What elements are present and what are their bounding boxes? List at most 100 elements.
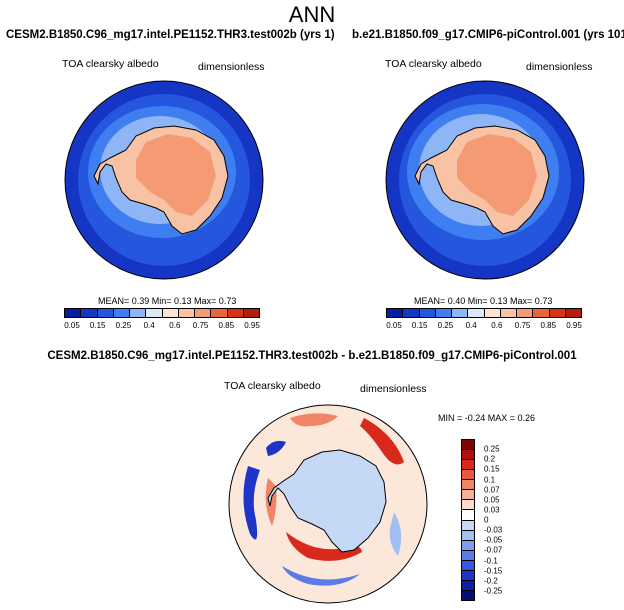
diff-colorbar-tick-label: 0.1 [484,475,496,484]
diff-colorbar-box [462,590,474,600]
right-colorbar-tick-label: 0.75 [514,321,531,330]
left-colorbar-box [97,309,114,317]
right-colorbar-box [565,309,581,317]
diff-colorbar-box [462,450,474,461]
diff-colorbar-tick-label: -0.03 [484,525,503,535]
left-colorbar-box [211,309,228,317]
diff-colorbar-box [462,490,474,501]
right-colorbar-tick-label: 0.6 [491,321,503,330]
diff-colorbar-tick-label: 0 [484,515,489,525]
diff-colorbar-box [462,550,474,561]
diff-colorbar-tick-label: 0.07 [484,485,500,495]
right-colorbar-tick-label: 0.85 [540,321,557,330]
right-colorbar-box [533,309,550,317]
right-colorbar-tick-label: 0.15 [411,321,428,330]
left-map-border [64,80,264,280]
diff-colorbar-box [462,520,474,531]
left-colorbar-box [195,309,212,317]
right-colorbar-tick-label: 0.25 [437,321,454,330]
left-colorbar-box [146,309,163,317]
diff-colorbar-box [462,440,474,451]
diff-negative-anomaly-w [243,466,260,540]
diff-variable-label: TOA clearsky albedo [224,380,321,392]
right-case-title: b.e21.B1850.f09_g17.CMIP6-piControl.001 … [352,29,624,41]
right-colorbar-box [435,309,452,317]
right-map-border [385,80,585,280]
diff-stats: MIN = -0.24 MAX = 0.26 [438,413,536,423]
right-colorbar-box [403,309,420,317]
diff-colorbar-tick-label: -0.1 [484,556,498,565]
diff-colorbar-tick-label: 0.15 [484,464,500,474]
left-variable-label: TOA clearsky albedo [62,58,159,70]
left-colorbar-tick-label: 0.75 [192,321,209,330]
diff-polar-map [228,404,428,604]
left-polar-map [64,80,264,280]
left-case-title: CESM2.B1850.C96_mg17.intel.PE1152.THR3.t… [6,29,335,41]
diff-colorbar-box [462,500,474,511]
left-colorbar-tick-label: 0.05 [64,321,80,330]
right-stats: MEAN= 0.40 Min= 0.13 Max= 0.73 [414,296,553,306]
diff-colorbar-tick-label: 0.25 [484,444,500,454]
left-colorbar-box [162,309,179,317]
left-colorbar-box [65,309,82,317]
diff-colorbar-box [462,570,474,581]
left-plateau [136,134,216,216]
right-colorbar-tick-label: 0.4 [465,321,477,330]
left-colorbar-box [178,309,195,317]
diff-map-border [228,404,428,604]
right-plateau [457,134,537,216]
diff-colorbar-tick-label: 0.05 [484,495,500,505]
diff-negative-anomaly-e [389,512,402,556]
left-colorbar-ticks: 0.05 0.15 0.25 0.4 0.6 0.75 0.85 0.95 [64,321,260,331]
diff-negative-anomaly-s [282,566,360,586]
right-colorbar-box [468,309,485,317]
right-colorbar-box [517,309,534,317]
right-colorbar-tick-label: 0.95 [566,321,582,330]
diff-colorbar-box [462,540,474,551]
left-colorbar-box [113,309,130,317]
right-units-label: dimensionless [526,61,593,73]
left-colorbar-tick-label: 0.25 [115,321,132,330]
diff-colorbar-ticks: 0.25 0.2 0.15 0.1 0.07 0.05 0.03 0 -0.03 -0.05 -0.… [484,439,524,601]
diff-colorbar-tick-label: 0.2 [484,454,496,464]
diff-colorbar-box [462,510,474,521]
diff-antarctica [267,449,387,553]
diff-positive-anomaly-n [290,413,338,427]
right-colorbar-box [484,309,501,317]
diff-positive-anomaly-ross [286,532,362,561]
left-colorbar [64,308,260,318]
diff-colorbar-tick-label: 0.03 [484,505,500,515]
right-colorbar-box [419,309,436,317]
left-stats: MEAN= 0.39 Min= 0.13 Max= 0.73 [98,296,237,306]
diff-negative-anomaly-nw [266,440,286,456]
diff-colorbar [461,439,475,601]
diff-colorbar-box [462,460,474,471]
diff-colorbar-tick-label: -0.05 [484,535,503,545]
left-colorbar-box [243,309,259,317]
diff-units-label: dimensionless [360,383,427,395]
right-polar-map [385,80,585,280]
left-colorbar-tick-label: 0.85 [218,321,235,330]
left-colorbar-box [227,309,244,317]
left-colorbar-box [81,309,98,317]
diff-colorbar-box [462,530,474,541]
right-variable-label: TOA clearsky albedo [385,58,482,70]
right-colorbar-box [387,309,404,317]
diff-positive-anomaly-ne [360,418,404,465]
left-units-label: dimensionless [198,61,265,73]
diff-colorbar-box [462,560,474,571]
diff-colorbar-box [462,470,474,481]
diff-colorbar-tick-label: -0.15 [484,566,503,576]
left-colorbar-tick-label: 0.4 [143,321,155,330]
right-colorbar-tick-label: 0.05 [386,321,402,330]
right-colorbar [386,308,582,318]
diff-colorbar-box [462,580,474,591]
diff-colorbar-box [462,480,474,491]
right-colorbar-box [452,309,469,317]
diff-colorbar-tick-label: -0.2 [484,576,498,586]
left-colorbar-tick-label: 0.95 [244,321,260,330]
right-colorbar-box [500,309,517,317]
diff-colorbar-tick-label: -0.07 [484,545,503,555]
diff-colorbar-tick-label: -0.25 [484,586,503,596]
left-colorbar-box [130,309,147,317]
